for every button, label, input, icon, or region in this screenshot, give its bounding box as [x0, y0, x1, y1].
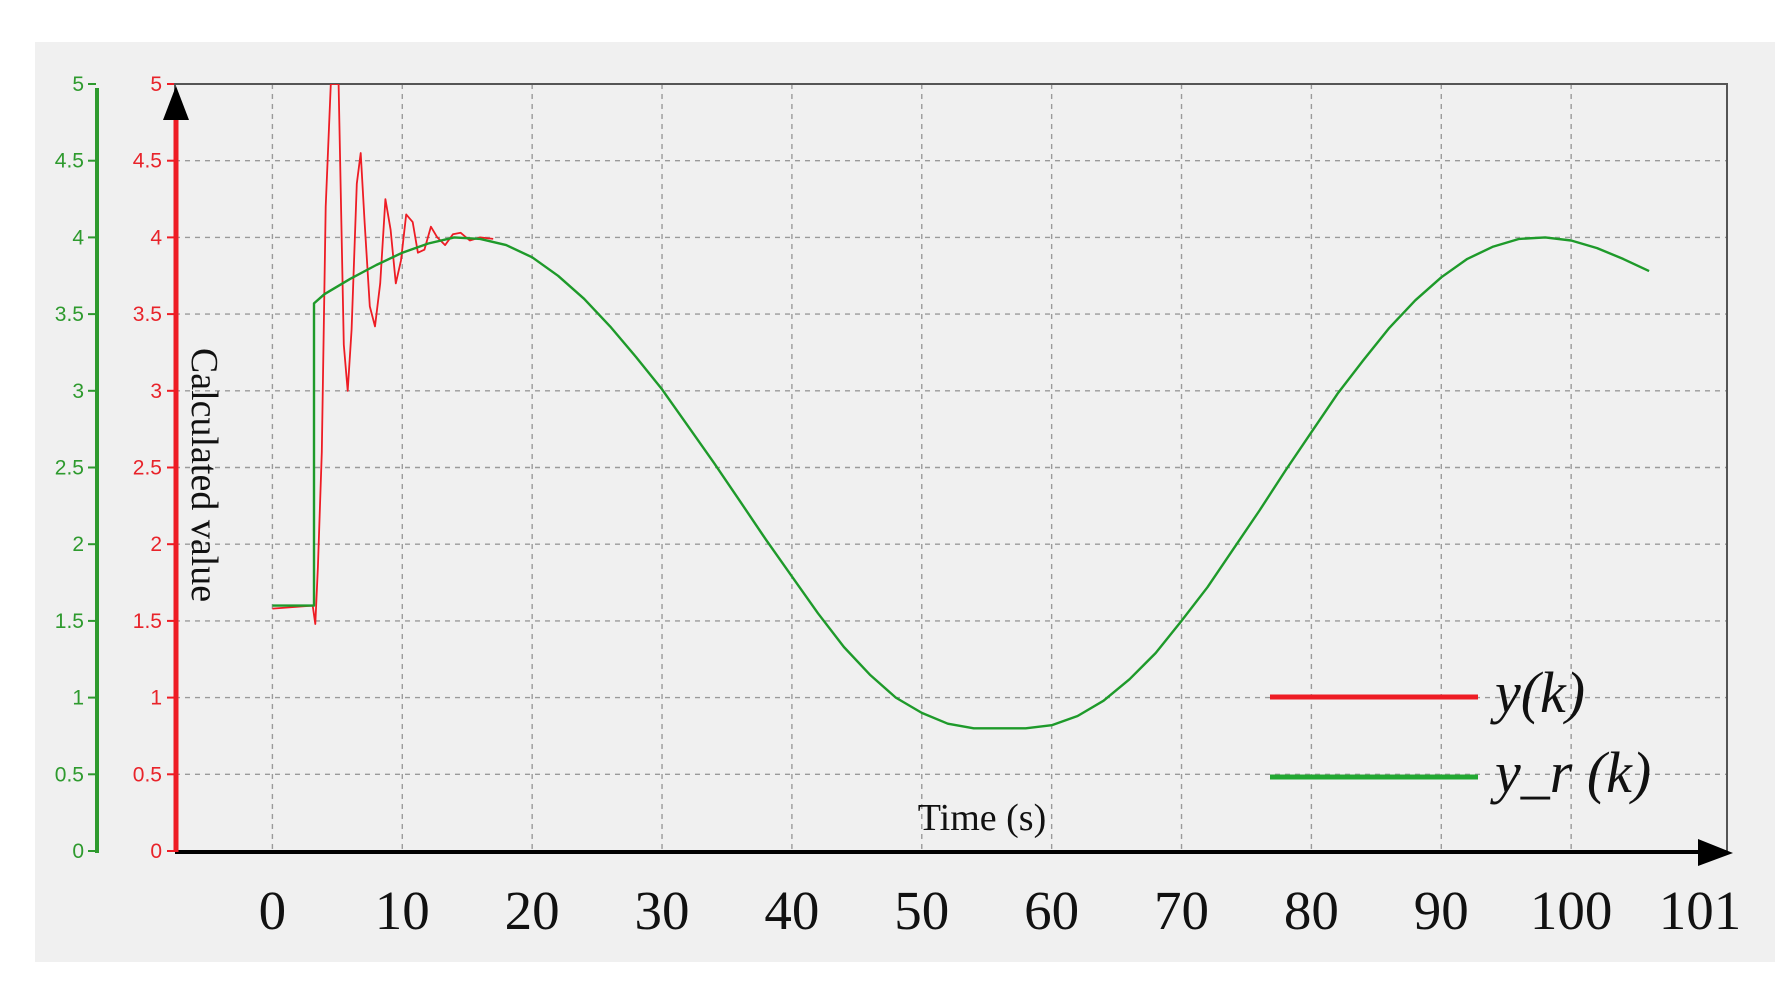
- x-tick-label: 90: [1414, 880, 1469, 941]
- y-axis-ticks-green: 0 0.5 1 1.5 2 2.5 3 3.5 4 4.5 5: [55, 73, 96, 863]
- y-axis-ticks-red: 0 0.5 1 1.5 2 2.5 3 3.5 4 4.5 5: [133, 73, 174, 863]
- y-tick-label: 0: [150, 840, 162, 863]
- x-tick-label: 30: [635, 880, 690, 941]
- y-tick-label: 4: [150, 226, 162, 249]
- x-tick-label: 101: [1659, 880, 1742, 941]
- series-line-y-k: [272, 84, 494, 625]
- legend: y(k) y_r (k): [1270, 660, 1651, 805]
- legend-label-y-r-k: y_r (k): [1490, 740, 1651, 805]
- x-tick-label: 50: [894, 880, 949, 941]
- secondary-y-tick-label: 4: [72, 226, 84, 249]
- y-tick-label: 0.5: [133, 763, 162, 786]
- grid-lines: [175, 84, 1727, 851]
- axes: [95, 86, 1733, 866]
- y-tick-label: 2: [150, 533, 162, 556]
- secondary-y-tick-label: 0.5: [55, 763, 84, 786]
- secondary-y-tick-label: 4.5: [55, 150, 84, 173]
- secondary-y-tick-label: 0: [72, 840, 84, 863]
- secondary-y-tick-label: 2.5: [55, 457, 84, 480]
- x-tick-label: 40: [764, 880, 819, 941]
- y-axis-label: Calculated value: [183, 348, 225, 602]
- y-tick-label: 4.5: [133, 150, 162, 173]
- y-tick-label: 1: [150, 687, 162, 710]
- y-tick-label: 3.5: [133, 303, 162, 326]
- y-tick-label: 5: [150, 73, 162, 96]
- y-tick-label: 2.5: [133, 457, 162, 480]
- x-tick-label: 20: [505, 880, 560, 941]
- y-tick-label: 3: [150, 380, 162, 403]
- x-tick-label: 0: [259, 880, 287, 941]
- x-axis-label: Time (s): [918, 797, 1046, 839]
- secondary-y-tick-label: 2: [72, 533, 84, 556]
- series-line-y-r-k: [272, 236, 1650, 730]
- x-tick-label: 60: [1024, 880, 1079, 941]
- secondary-y-tick-label: 1.5: [55, 610, 84, 633]
- x-tick-label: 80: [1284, 880, 1339, 941]
- secondary-y-tick-label: 1: [72, 687, 84, 710]
- secondary-y-tick-label: 3.5: [55, 303, 84, 326]
- x-tick-label: 10: [375, 880, 430, 941]
- y-tick-label: 1.5: [133, 610, 162, 633]
- y-axis-arrow: [163, 86, 189, 120]
- x-tick-label: 100: [1530, 880, 1613, 941]
- series-layer: [272, 84, 1650, 730]
- legend-label-y-k: y(k): [1490, 660, 1585, 725]
- x-tick-label: 70: [1154, 880, 1209, 941]
- x-axis-arrow: [1698, 839, 1733, 866]
- secondary-y-tick-label: 5: [72, 73, 84, 96]
- secondary-y-tick-label: 3: [72, 380, 84, 403]
- x-axis-ticks: 0 10 20 30 40 50 60 70 80 90 100 101: [259, 880, 1742, 941]
- chart-background: [35, 42, 1775, 962]
